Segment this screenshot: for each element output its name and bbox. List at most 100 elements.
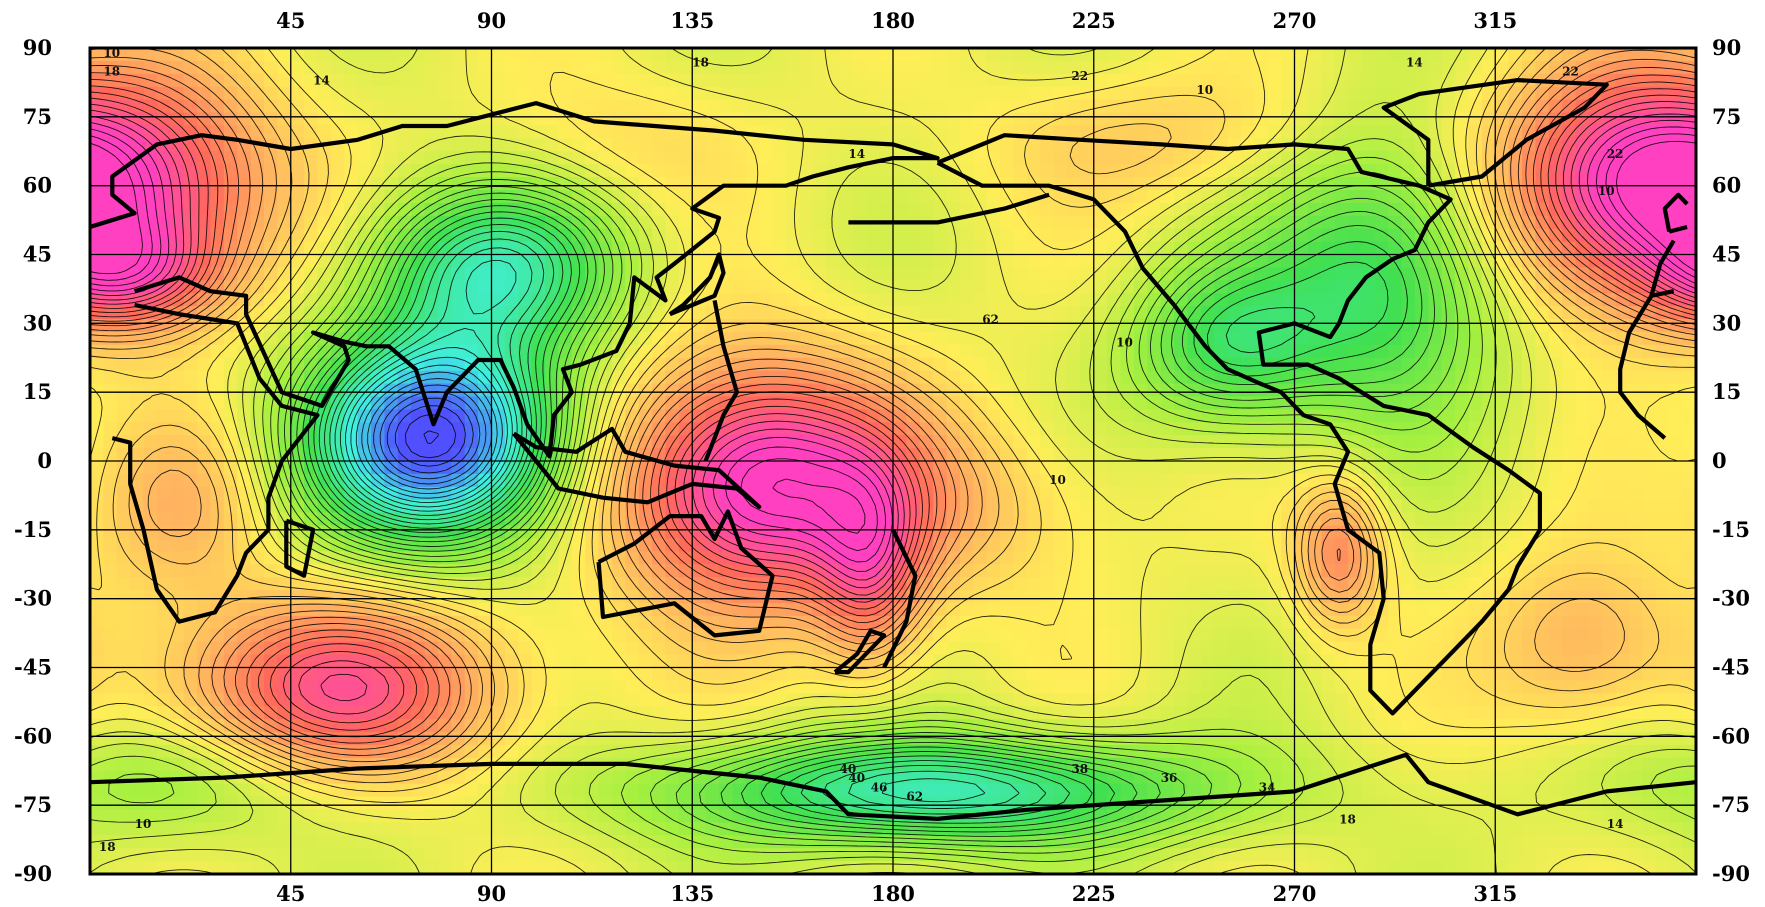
field-cell: [933, 112, 948, 127]
field-cell: [1348, 241, 1363, 256]
field-cell: [1267, 48, 1282, 62]
field-cell: [1093, 164, 1108, 178]
field-cell: [959, 280, 974, 294]
field-cell: [237, 486, 252, 501]
field-cell: [1535, 241, 1550, 256]
field-cell: [384, 215, 399, 230]
field-cell: [451, 306, 466, 320]
field-cell: [210, 435, 225, 449]
field-cell: [598, 138, 613, 152]
field-cell: [437, 60, 452, 75]
field-cell: [1214, 177, 1229, 191]
field-cell: [785, 99, 800, 114]
field-cell: [424, 48, 439, 62]
field-cell: [1508, 422, 1523, 436]
field-cell: [866, 525, 881, 540]
field-cell: [1562, 60, 1577, 75]
field-cell: [1080, 164, 1095, 178]
field-cell: [1348, 215, 1363, 230]
field-cell: [1575, 422, 1590, 436]
field-cell: [183, 370, 198, 385]
field-cell: [504, 202, 519, 217]
field-cell: [330, 499, 345, 514]
field-cell: [143, 396, 158, 410]
field-cell: [143, 112, 158, 127]
field-cell: [1669, 138, 1684, 152]
field-cell: [90, 228, 104, 243]
field-cell: [1160, 461, 1175, 475]
field-cell: [130, 138, 145, 152]
field-cell: [1348, 267, 1363, 281]
field-cell: [1669, 473, 1684, 488]
field-cell: [1388, 164, 1403, 178]
field-cell: [1093, 73, 1108, 88]
field-cell: [973, 396, 988, 410]
field-cell: [1388, 241, 1403, 256]
field-cell: [959, 293, 974, 307]
field-cell: [852, 473, 867, 488]
field-cell: [1588, 112, 1603, 127]
field-cell: [210, 486, 225, 501]
field-cell: [1522, 319, 1536, 333]
field-cell: [946, 357, 961, 372]
field-cell: [705, 344, 720, 359]
field-cell: [116, 280, 131, 294]
field-cell: [1642, 525, 1657, 540]
field-cell: [1508, 370, 1523, 385]
field-cell: [1562, 435, 1577, 449]
field-cell: [759, 473, 774, 488]
field-cell: [1267, 435, 1282, 449]
field-cell: [678, 280, 693, 294]
field-cell: [1093, 551, 1108, 565]
field-cell: [839, 280, 854, 294]
field-cell: [879, 202, 894, 217]
field-cell: [531, 577, 546, 591]
field-cell: [678, 525, 693, 540]
field-cell: [197, 86, 212, 101]
field-cell: [959, 73, 974, 88]
field-cell: [1361, 138, 1376, 152]
field-cell: [1227, 125, 1242, 139]
field-cell: [103, 151, 118, 165]
field-cell: [1455, 551, 1470, 565]
field-cell: [1026, 202, 1041, 217]
field-cell: [103, 202, 118, 217]
field-cell: [692, 254, 707, 269]
field-cell: [732, 73, 747, 88]
field-cell: [1455, 293, 1470, 307]
field-cell: [1468, 512, 1483, 527]
field-cell: [1294, 86, 1309, 101]
field-cell: [451, 48, 466, 62]
field-cell: [1321, 293, 1336, 307]
field-cell: [1669, 564, 1684, 578]
field-cell: [919, 60, 934, 75]
field-cell: [933, 254, 948, 269]
field-cell: [625, 215, 640, 230]
field-cell: [759, 99, 774, 114]
field-cell: [1040, 512, 1055, 527]
field-cell: [1535, 422, 1550, 436]
field-cell: [317, 280, 332, 294]
field-cell: [344, 525, 359, 540]
field-cell: [906, 293, 921, 307]
field-cell: [1455, 99, 1470, 114]
field-cell: [197, 164, 212, 178]
field-cell: [1414, 461, 1429, 475]
field-cell: [893, 499, 907, 514]
field-cell: [986, 86, 1001, 101]
field-cell: [785, 151, 800, 165]
field-cell: [826, 99, 841, 114]
field-cell: [1615, 486, 1630, 501]
field-cell: [1535, 448, 1550, 462]
field-cell: [585, 422, 600, 436]
field-cell: [424, 538, 439, 552]
field-cell: [143, 267, 158, 281]
field-cell: [451, 60, 466, 75]
field-cell: [906, 499, 921, 514]
field-cell: [1428, 306, 1443, 320]
field-cell: [652, 357, 667, 372]
field-cell: [357, 241, 372, 256]
field-cell: [759, 280, 774, 294]
field-cell: [1000, 409, 1015, 423]
field-cell: [1615, 60, 1630, 75]
